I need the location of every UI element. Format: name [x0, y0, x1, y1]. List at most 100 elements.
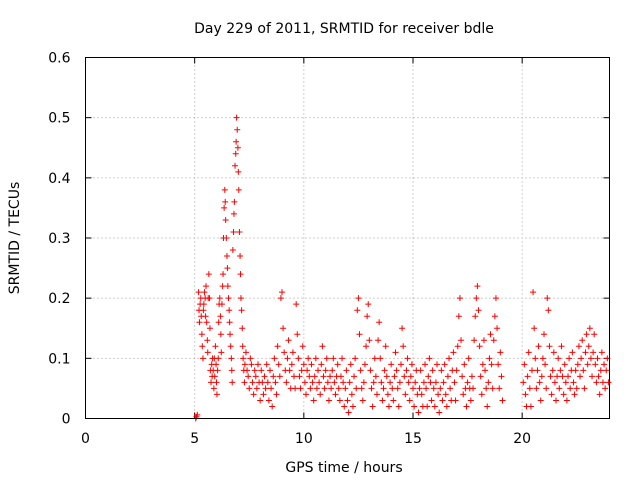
data-point — [312, 355, 319, 362]
data-point — [415, 409, 422, 416]
data-point — [347, 361, 354, 368]
data-point — [401, 373, 408, 380]
data-point — [380, 385, 387, 392]
data-point — [375, 337, 382, 344]
data-point — [532, 355, 539, 362]
data-point — [578, 355, 585, 362]
data-point — [237, 253, 244, 260]
x-axis-label: GPS time / hours — [285, 460, 402, 476]
data-point — [340, 379, 347, 386]
data-point — [303, 391, 310, 398]
data-point — [387, 379, 394, 386]
data-point — [206, 325, 213, 332]
data-point — [499, 397, 506, 404]
data-point — [456, 295, 463, 302]
data-point — [467, 397, 474, 404]
x-tick-label: 20 — [513, 431, 531, 447]
data-point — [442, 391, 449, 398]
data-point — [332, 391, 339, 398]
data-point — [318, 361, 325, 368]
data-point — [585, 343, 592, 350]
x-tick-label: 10 — [295, 431, 313, 447]
data-point — [458, 337, 465, 344]
data-point — [348, 391, 355, 398]
data-point — [258, 367, 265, 374]
data-point — [527, 403, 534, 410]
data-point — [352, 355, 359, 362]
data-point — [201, 289, 208, 296]
data-point — [218, 349, 225, 356]
data-point — [389, 385, 396, 392]
data-point — [311, 373, 318, 380]
data-point — [439, 397, 446, 404]
data-point — [549, 367, 556, 374]
data-point — [233, 138, 240, 145]
data-point — [251, 367, 258, 374]
data-point — [360, 379, 367, 386]
data-point — [572, 367, 579, 374]
data-point — [498, 373, 505, 380]
data-point — [533, 385, 540, 392]
data-point — [231, 198, 238, 205]
data-point — [596, 391, 603, 398]
data-point — [336, 397, 343, 404]
data-point — [265, 397, 272, 404]
data-point — [546, 343, 553, 350]
data-point — [205, 271, 212, 278]
data-point — [229, 379, 236, 386]
data-point — [429, 367, 436, 374]
data-point — [530, 289, 537, 296]
data-point — [603, 367, 610, 374]
data-point — [228, 367, 235, 374]
data-point — [525, 349, 532, 356]
data-point — [274, 343, 281, 350]
data-point — [226, 307, 233, 314]
data-point — [225, 295, 232, 302]
data-point — [593, 379, 600, 386]
data-point — [196, 319, 203, 326]
data-point — [459, 373, 466, 380]
data-point — [378, 379, 385, 386]
data-point — [426, 355, 433, 362]
data-point — [486, 355, 493, 362]
data-point — [288, 361, 295, 368]
data-point — [204, 337, 211, 344]
data-point — [567, 385, 574, 392]
data-point — [571, 391, 578, 398]
data-point — [497, 349, 504, 356]
data-point — [476, 343, 483, 350]
data-point — [234, 144, 241, 151]
data-point — [395, 403, 402, 410]
data-point — [548, 391, 555, 398]
data-point — [544, 295, 551, 302]
y-tick-label: 0.2 — [48, 291, 70, 307]
y-tick-label: 0.1 — [48, 351, 70, 367]
data-point — [411, 403, 418, 410]
data-point — [222, 216, 229, 223]
data-point — [396, 379, 403, 386]
data-point — [241, 379, 248, 386]
data-point — [222, 198, 229, 205]
data-point — [354, 307, 361, 314]
data-point — [195, 289, 202, 296]
data-point — [420, 379, 427, 386]
data-point — [203, 283, 210, 290]
data-point — [210, 385, 217, 392]
data-point — [565, 373, 572, 380]
data-point — [359, 397, 366, 404]
data-points — [192, 114, 612, 422]
data-point — [211, 373, 218, 380]
data-point — [319, 343, 326, 350]
data-point — [496, 385, 503, 392]
data-point — [272, 379, 279, 386]
data-point — [269, 403, 276, 410]
data-point — [461, 361, 468, 368]
data-point — [320, 373, 327, 380]
data-point — [220, 271, 227, 278]
data-point — [327, 373, 334, 380]
data-point — [249, 379, 256, 386]
data-point — [406, 397, 413, 404]
data-point — [296, 373, 303, 380]
data-point — [307, 385, 314, 392]
data-point — [286, 367, 293, 374]
